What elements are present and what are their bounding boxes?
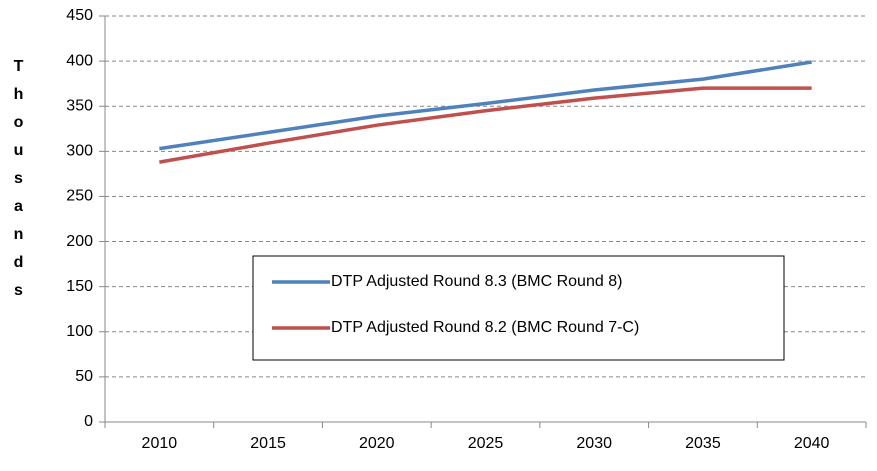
- x-tick-label: 2035: [685, 435, 721, 452]
- x-tick-label: 2020: [359, 435, 395, 452]
- x-tick-label: 2015: [250, 435, 286, 452]
- legend-label: DTP Adjusted Round 8.2 (BMC Round 7-C): [331, 319, 639, 336]
- x-tick-label: 2030: [576, 435, 612, 452]
- x-tick-label: 2010: [142, 435, 178, 452]
- legend-box: [252, 255, 785, 361]
- series-line: [159, 86, 812, 164]
- y-tick-label: 450: [66, 7, 93, 24]
- y-tick-label: 100: [66, 323, 93, 340]
- legend-label: DTP Adjusted Round 8.3 (BMC Round 8): [331, 273, 622, 290]
- y-tick-label: 350: [66, 97, 93, 114]
- y-tick-label: 150: [66, 278, 93, 295]
- y-tick-label: 50: [75, 368, 93, 385]
- x-tick-label: 2040: [794, 435, 830, 452]
- y-tick-label: 300: [66, 143, 93, 160]
- y-tick-label: 250: [66, 188, 93, 205]
- series-line: [159, 60, 812, 151]
- y-tick-label: 400: [66, 52, 93, 69]
- y-tick-label: 200: [66, 233, 93, 250]
- y-tick-label: 0: [84, 413, 93, 430]
- y-axis-label: Thousands: [10, 58, 27, 310]
- x-tick-label: 2025: [468, 435, 504, 452]
